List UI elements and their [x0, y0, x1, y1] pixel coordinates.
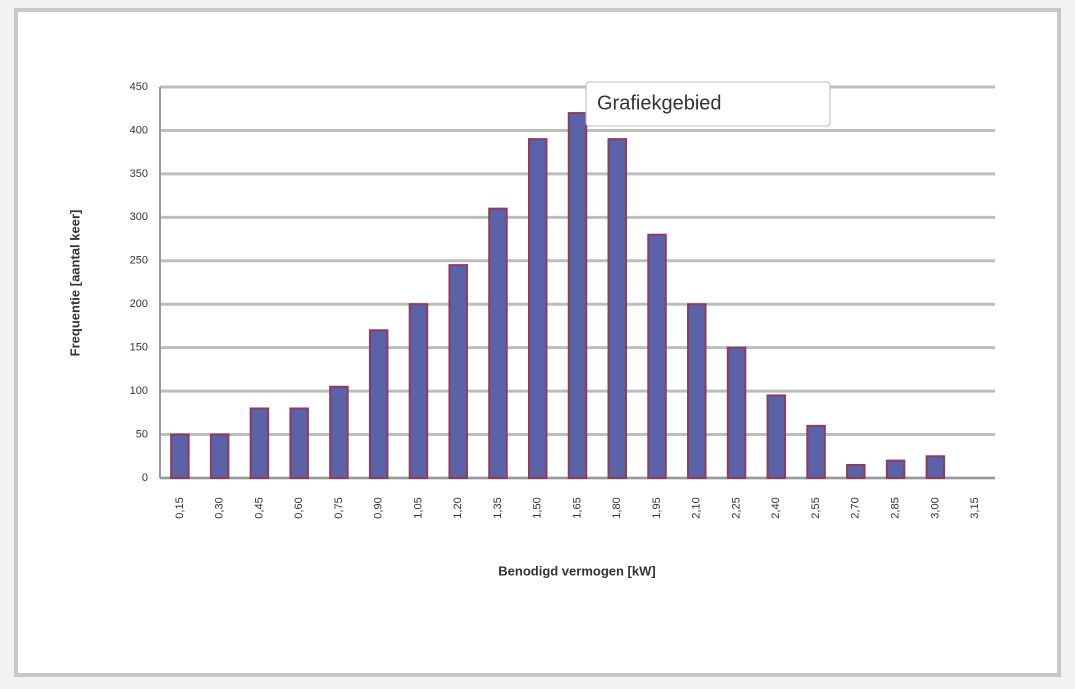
bar: [209, 433, 230, 479]
x-tick-label: 1,65: [571, 497, 583, 518]
x-tick-label: 1,20: [452, 497, 464, 518]
x-tick-label: 0,45: [253, 497, 265, 518]
x-tick-label: 0,60: [293, 497, 305, 518]
bar: [368, 329, 389, 479]
bar: [170, 433, 190, 479]
bar: [329, 385, 349, 479]
x-tick-label: 3,00: [929, 497, 941, 518]
y-tick-label: 350: [130, 168, 148, 180]
bar: [527, 138, 548, 479]
x-tick-label: 1,05: [412, 497, 424, 518]
bar: [885, 459, 906, 479]
bar: [687, 303, 707, 479]
plot-area: 0 50 100 150 200 250 300 350 400 450 0,15 0,30 0,45 0…: [130, 81, 995, 519]
x-tick-label: 2,70: [850, 497, 862, 518]
bar: [607, 138, 628, 479]
bar: [249, 407, 270, 479]
bar: [925, 455, 946, 479]
x-tick-label: 0,90: [373, 497, 385, 518]
x-tick-label: 2,25: [730, 497, 742, 518]
tooltip-box: [585, 81, 831, 127]
y-axis-title: Frequentie [aantal keer]: [67, 210, 82, 357]
x-tick-label: 1,50: [532, 497, 544, 518]
x-tick-label: 2,40: [770, 497, 782, 518]
y-tick-label: 150: [130, 342, 148, 354]
x-tick-label: 3,15: [969, 497, 981, 518]
bar: [408, 303, 429, 479]
x-tick-label: 1,95: [651, 497, 663, 518]
y-tick-label: 50: [136, 428, 148, 440]
y-tick-label: 400: [130, 124, 148, 136]
bar: [488, 207, 508, 479]
x-tick-label: 0,15: [174, 497, 186, 518]
bar: [806, 424, 826, 480]
x-tick-label: 1,35: [492, 497, 504, 518]
x-tick-label: 2,10: [691, 497, 703, 518]
y-tick-label: 450: [130, 81, 148, 93]
y-tick-label: 200: [130, 298, 148, 310]
x-axis-title: Benodigd vermogen [kW]: [498, 563, 655, 578]
y-tick-label: 0: [142, 472, 148, 484]
x-tick-label: 2,55: [810, 497, 822, 518]
x-tick-label: 1,80: [611, 497, 623, 518]
y-tick-label: 100: [130, 385, 148, 397]
x-tick-label: 2,85: [890, 497, 902, 518]
tooltip: Grafiekgebied: [597, 92, 722, 114]
bar: [289, 407, 309, 479]
x-tick-label: 0,75: [333, 497, 345, 518]
y-tick-label: 250: [130, 255, 148, 267]
bar: [846, 463, 866, 480]
x-tick-label: 0,30: [214, 497, 226, 518]
bar: [448, 264, 468, 479]
bar: [567, 112, 588, 479]
bar: [647, 233, 667, 479]
bar: [766, 394, 787, 480]
y-tick-label: 300: [130, 211, 148, 223]
bar: [726, 346, 747, 479]
